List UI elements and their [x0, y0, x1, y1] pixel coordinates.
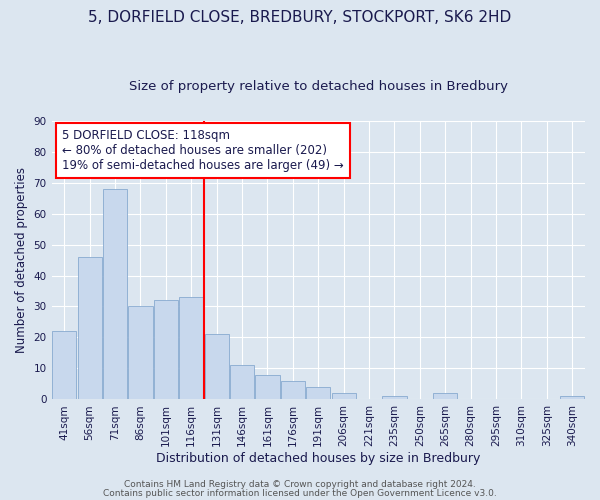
Bar [52, 332, 76, 400]
Bar [230, 366, 254, 400]
Bar [179, 297, 203, 400]
Bar [103, 188, 127, 400]
Bar [77, 257, 102, 400]
Y-axis label: Number of detached properties: Number of detached properties [15, 167, 28, 353]
Bar [128, 306, 152, 400]
Bar [281, 381, 305, 400]
Text: 5 DORFIELD CLOSE: 118sqm
← 80% of detached houses are smaller (202)
19% of semi-: 5 DORFIELD CLOSE: 118sqm ← 80% of detach… [62, 129, 344, 172]
Bar [560, 396, 584, 400]
Text: Contains HM Land Registry data © Crown copyright and database right 2024.: Contains HM Land Registry data © Crown c… [124, 480, 476, 489]
Text: Contains public sector information licensed under the Open Government Licence v3: Contains public sector information licen… [103, 488, 497, 498]
Bar [433, 394, 457, 400]
X-axis label: Distribution of detached houses by size in Bredbury: Distribution of detached houses by size … [156, 452, 481, 465]
Bar [256, 374, 280, 400]
Bar [382, 396, 407, 400]
Title: Size of property relative to detached houses in Bredbury: Size of property relative to detached ho… [129, 80, 508, 93]
Bar [332, 394, 356, 400]
Bar [154, 300, 178, 400]
Bar [205, 334, 229, 400]
Bar [306, 387, 331, 400]
Text: 5, DORFIELD CLOSE, BREDBURY, STOCKPORT, SK6 2HD: 5, DORFIELD CLOSE, BREDBURY, STOCKPORT, … [88, 10, 512, 25]
